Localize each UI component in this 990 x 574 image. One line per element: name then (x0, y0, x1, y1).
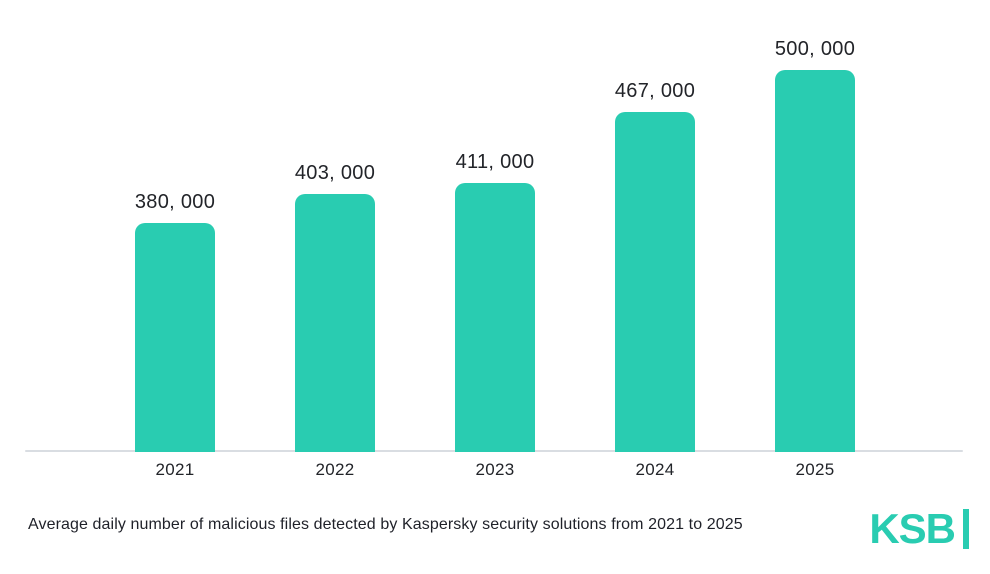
bar-2025 (775, 70, 855, 452)
bar-group: 403, 000 (255, 0, 415, 452)
bar-group: 467, 000 (575, 0, 735, 452)
x-axis-tick-label: 2025 (795, 460, 835, 479)
x-axis-tick-label: 2021 (155, 460, 195, 479)
bar-value-label: 380, 000 (134, 191, 216, 213)
x-axis-tick-label: 2023 (475, 460, 515, 479)
x-axis-tick-label: 2024 (635, 460, 675, 479)
bar-value-label: 403, 000 (294, 162, 376, 184)
chart-caption: Average daily number of malicious files … (28, 516, 743, 533)
bar-group: 500, 000 (735, 0, 895, 452)
bar-2024 (615, 112, 695, 452)
ksb-logo-bar (963, 509, 969, 549)
bar-group: 380, 000 (95, 0, 255, 452)
bar-value-label: 411, 000 (455, 151, 535, 173)
ksb-logo: KSB (869, 506, 969, 552)
bar-value-label: 467, 000 (614, 80, 696, 102)
bar-2021 (135, 223, 215, 452)
bars-row: 380, 000 403, 000 411, 000 467, 000 500,… (95, 0, 895, 452)
x-axis-tick-label: 2022 (315, 460, 355, 479)
ksb-logo-text: KSB (869, 505, 956, 552)
bar-group: 411, 000 (415, 0, 575, 452)
bar-2022 (295, 194, 375, 452)
x-axis-labels: 2021 2022 2023 2024 2025 (95, 460, 895, 480)
bar-2023 (455, 183, 535, 452)
bar-value-label: 500, 000 (774, 38, 856, 60)
